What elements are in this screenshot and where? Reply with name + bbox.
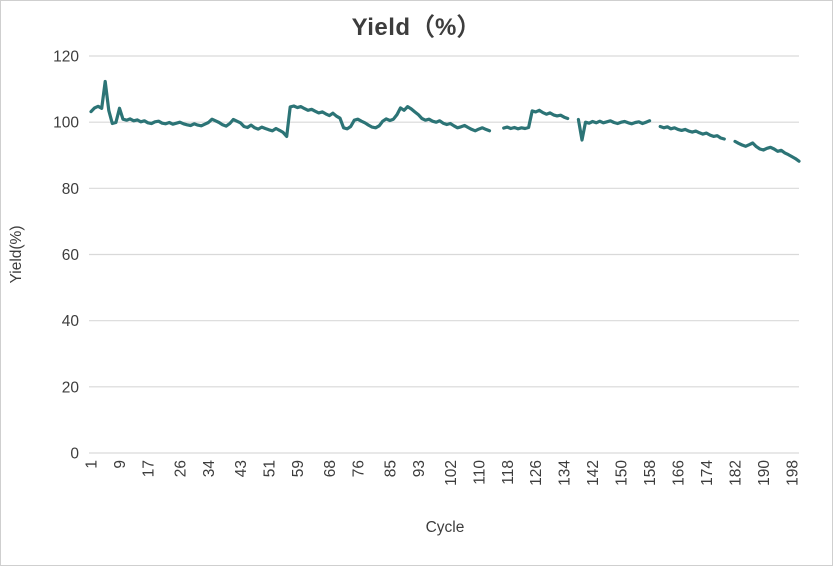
x-tick-label: 126	[528, 460, 545, 486]
x-tick-label: 59	[290, 460, 307, 477]
y-tick-label: 80	[62, 181, 80, 198]
x-tick-label: 85	[382, 460, 399, 477]
chart-title: Yield（%）	[351, 14, 482, 41]
x-tick-label: 190	[756, 460, 773, 486]
x-tick-label: 34	[201, 460, 218, 478]
y-tick-label: 40	[62, 313, 80, 330]
y-tick-label: 0	[70, 446, 79, 463]
x-tick-label: 93	[411, 460, 428, 477]
x-tick-label: 182	[727, 460, 744, 486]
x-tick-label: 166	[671, 460, 688, 486]
x-tick-label: 174	[699, 460, 716, 486]
x-tick-label: 142	[585, 460, 602, 486]
y-tick-label: 20	[62, 379, 80, 396]
x-tick-label: 110	[471, 460, 488, 485]
x-tick-label: 150	[614, 460, 631, 486]
x-tick-label: 51	[261, 460, 278, 477]
gridlines	[89, 55, 799, 454]
x-tick-label: 102	[443, 460, 460, 486]
x-tick-label: 9	[112, 460, 129, 469]
x-tick-label: 1	[84, 460, 101, 469]
x-tick-label: 43	[233, 460, 250, 477]
yield-series-line	[89, 79, 801, 163]
y-tick-label: 120	[53, 49, 79, 66]
y-axis-title: Yield(%)	[8, 226, 25, 284]
x-tick-label: 68	[322, 460, 339, 477]
x-tick-label: 198	[784, 460, 801, 486]
y-axis-tick-labels: 0 20 40 60 80 100 120	[53, 49, 79, 463]
x-tick-label: 158	[642, 460, 659, 486]
x-axis-tick-labels: 1 9 17 26 34 43 51 59 68 76 85 93 102 110 118 126 134 142…	[84, 460, 802, 486]
x-tick-label: 17	[140, 460, 157, 477]
x-tick-label: 76	[350, 460, 367, 477]
x-tick-label: 134	[557, 460, 574, 486]
y-tick-label: 100	[53, 115, 79, 132]
x-tick-label: 118	[500, 460, 517, 485]
x-axis-title: Cycle	[426, 519, 465, 536]
x-tick-label: 26	[172, 460, 189, 477]
y-tick-label: 60	[62, 247, 80, 264]
